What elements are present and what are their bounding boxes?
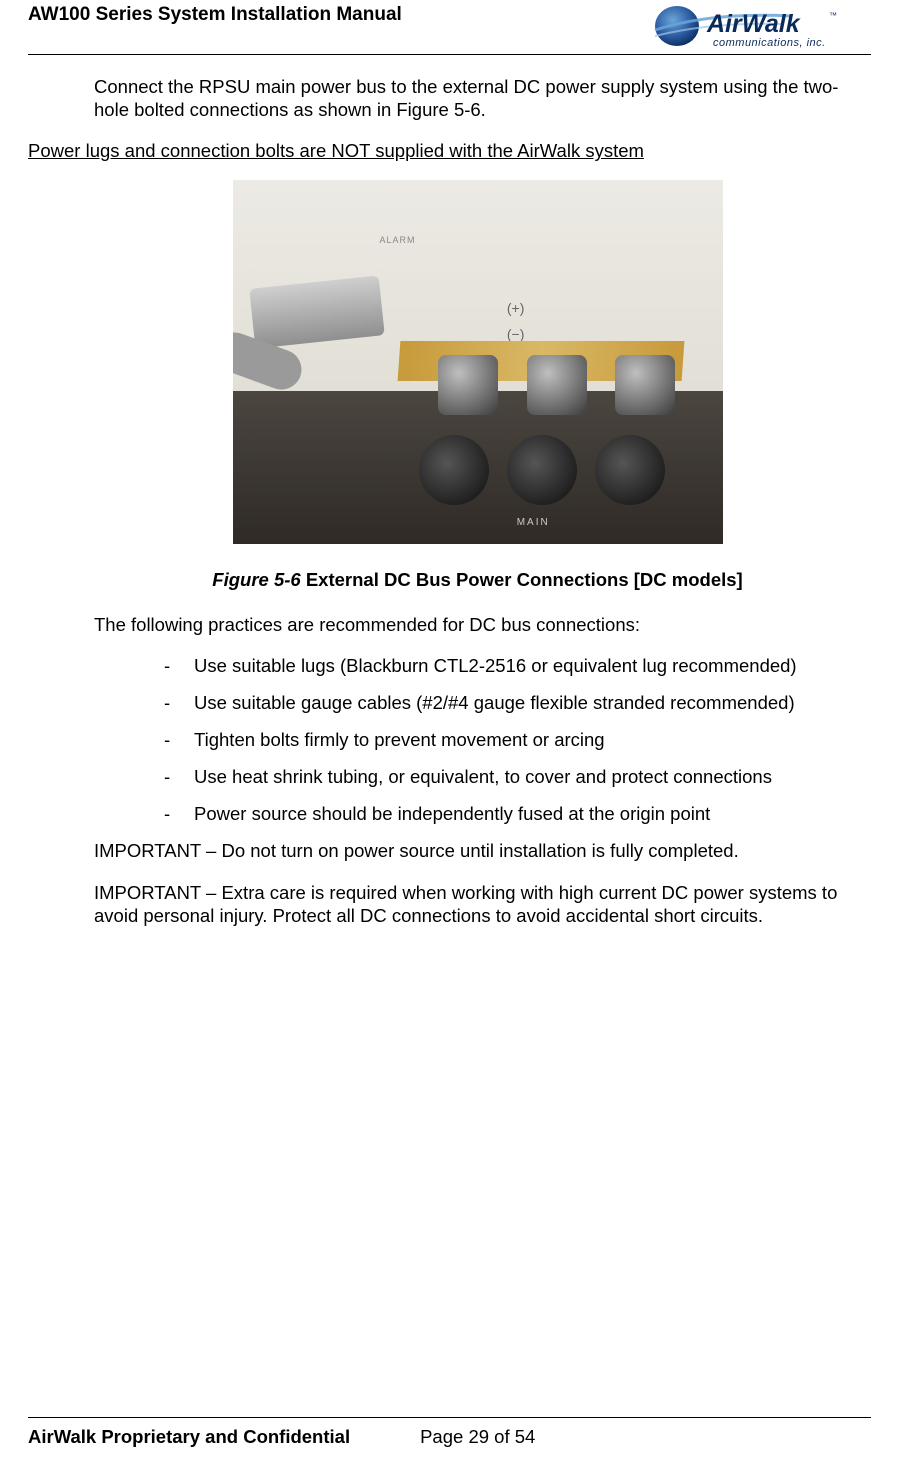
document-title: AW100 Series System Installation Manual	[28, 2, 402, 26]
svg-text:communications, inc.: communications, inc.	[713, 37, 826, 49]
page-header: AW100 Series System Installation Manual …	[28, 0, 871, 50]
practices-intro: The following practices are recommended …	[94, 613, 861, 636]
footer-rule	[28, 1417, 871, 1418]
figure-caption: Figure 5-6 External DC Bus Power Connect…	[94, 568, 861, 591]
important-note-1: IMPORTANT – Do not turn on power source …	[94, 839, 861, 862]
figure-plus-label: (+)	[507, 300, 525, 318]
list-item: Use suitable gauge cables (#2/#4 gauge f…	[164, 691, 861, 714]
footer-row: AirWalk Proprietary and Confidential Pag…	[28, 1426, 871, 1448]
figure-main-label: MAIN	[517, 517, 550, 530]
page: AW100 Series System Installation Manual …	[0, 0, 899, 1476]
figure-image: ALARM (+) (−) MAIN	[233, 180, 723, 544]
figure-caption-rest: External DC Bus Power Connections [DC mo…	[301, 569, 743, 590]
practices-list: Use suitable lugs (Blackburn CTL2-2516 o…	[94, 654, 861, 826]
page-footer: AirWalk Proprietary and Confidential Pag…	[28, 1417, 871, 1448]
content-area: Connect the RPSU main power bus to the e…	[28, 55, 871, 927]
list-item: Use heat shrink tubing, or equivalent, t…	[164, 765, 861, 788]
figure-label: Figure 5-6	[212, 569, 300, 590]
intro-paragraph: Connect the RPSU main power bus to the e…	[94, 75, 861, 121]
list-item: Power source should be independently fus…	[164, 802, 861, 825]
airwalk-logo: AirWalk ™ communications, inc.	[651, 2, 871, 50]
important-note-2: IMPORTANT – Extra care is required when …	[94, 881, 861, 927]
svg-text:AirWalk: AirWalk	[706, 10, 801, 38]
list-item: Use suitable lugs (Blackburn CTL2-2516 o…	[164, 654, 861, 677]
figure-alarm-label: ALARM	[380, 235, 416, 246]
footer-page-number: Page 29 of 54	[350, 1426, 871, 1448]
svg-text:™: ™	[829, 11, 837, 20]
footer-confidential: AirWalk Proprietary and Confidential	[28, 1426, 350, 1448]
supply-note: Power lugs and connection bolts are NOT …	[28, 139, 861, 162]
list-item: Tighten bolts firmly to prevent movement…	[164, 728, 861, 751]
figure-container: ALARM (+) (−) MAIN	[94, 180, 861, 549]
